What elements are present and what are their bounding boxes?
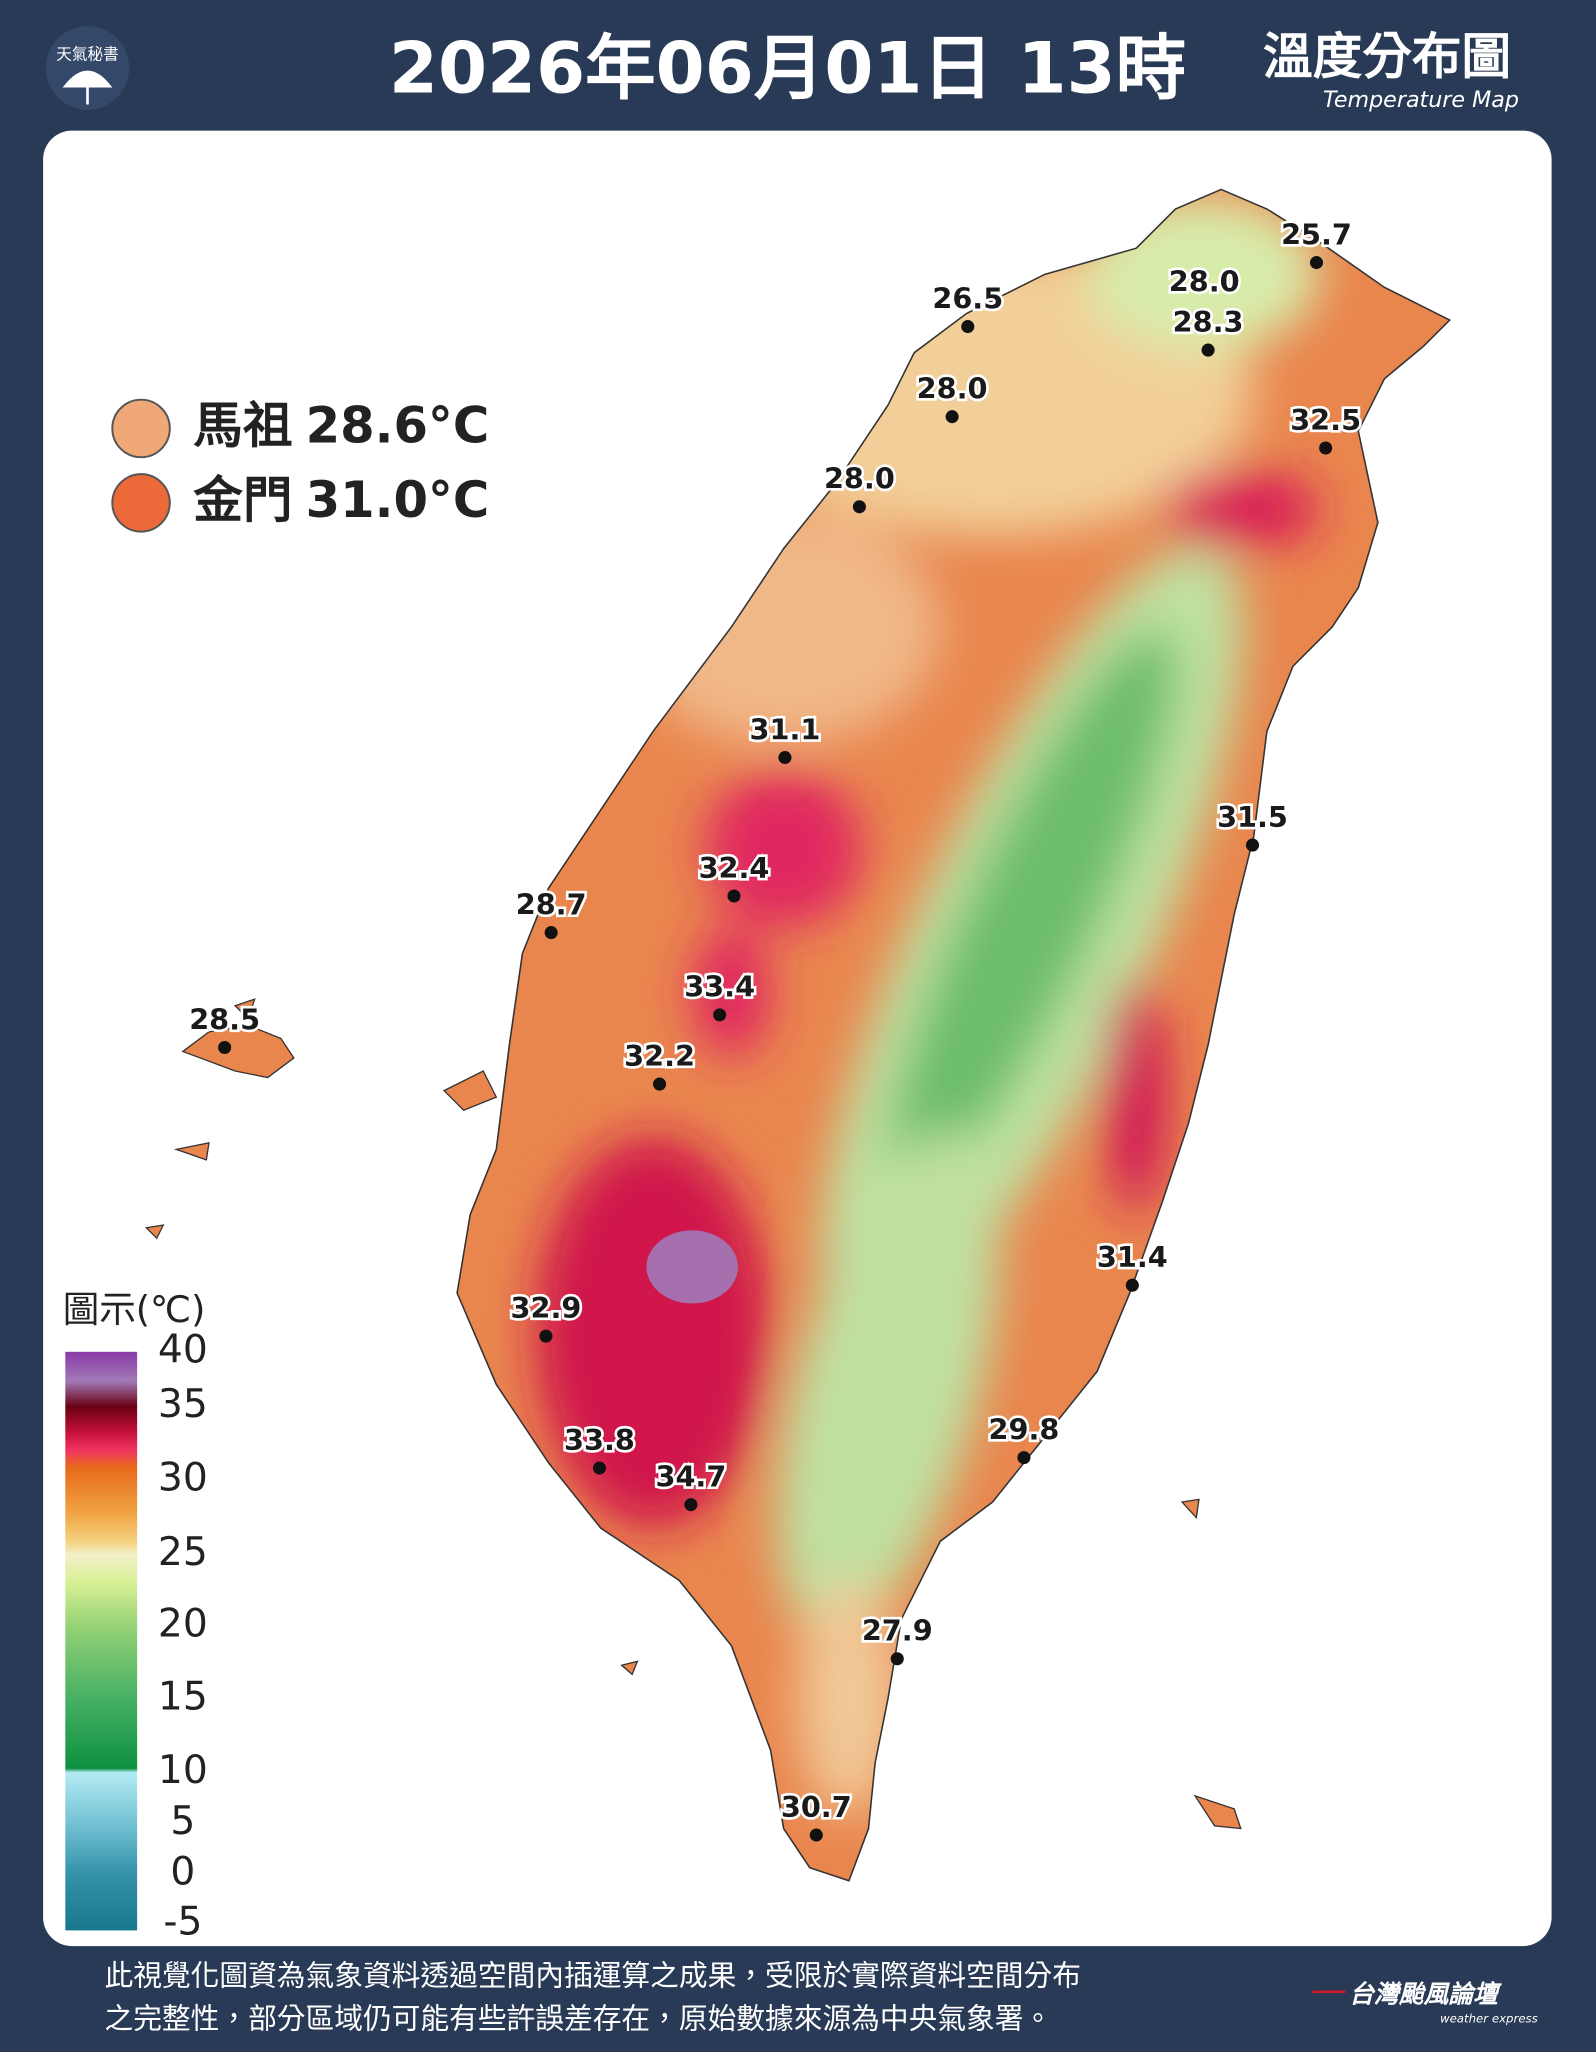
station-temp: 28.0 [1169,264,1240,298]
station-temp: 29.8 [989,1412,1060,1446]
island-name: 金門 [193,470,292,528]
station-dot [1309,256,1324,270]
island-label: 馬祖 28.6°C [193,396,489,454]
station-dot [539,1329,553,1343]
title: 2026年06月01日 13時 [389,28,1186,110]
brand: 台灣颱風論壇 [1349,1980,1502,2009]
station-temp: 28.5 [189,1002,260,1036]
station-dot [1125,1278,1139,1292]
station-dot [727,889,741,903]
station-temp: 32.4 [699,851,770,885]
station-temp: 30.7 [781,1790,852,1824]
legend-label: 15 [158,1675,208,1720]
island-value: 31.0°C [306,470,490,528]
logo [45,26,130,110]
station-dot [684,1498,698,1512]
station-temp: 28.0 [917,372,988,406]
station-temp: 33.8 [564,1423,635,1457]
footer-line: 之完整性，部分區域仍可能有些許誤差存在，原始數據來源為中央氣象署。 [104,2002,1052,2036]
station-temp: 33.4 [684,970,755,1004]
station-dot [809,1828,823,1842]
station-temp: 26.5 [932,281,1003,315]
station-dot [592,1461,607,1475]
map-title: 溫度分布圖 [1263,28,1511,86]
island-value: 28.6°C [306,396,490,454]
station-dot [945,410,959,424]
legend-label: 0 [170,1850,195,1895]
legend-bar [65,1351,138,1931]
station-dot [544,926,558,940]
island-label: 金門 31.0°C [193,470,489,528]
station-temp: 32.5 [1290,403,1361,437]
stations: 25.7 28.0 28.3 26.5 28.0 32.5 28.0 31.1 31.5 32.4… [187,215,1364,1842]
station-dot [778,751,792,765]
station-temp: 32.9 [511,1291,582,1325]
legend-labels: 40 35 30 25 20 15 10 5 0-5 [158,1327,208,1944]
station-temp: 31.4 [1097,1240,1168,1274]
map-subtitle: Temperature Map [1323,87,1519,113]
station-dot [1245,838,1260,852]
station-temp: 31.1 [750,712,821,746]
station-dot [852,500,866,514]
station-temp: 25.7 [1281,217,1352,251]
logo-text: 天氣秘書 [56,44,119,63]
station-dot [1201,343,1215,357]
brand-sub: weather express [1440,2012,1538,2026]
station-dot [713,1008,727,1022]
station-temp: 28.3 [1173,305,1244,339]
station-dot [890,1652,904,1666]
legend-label: 20 [158,1602,208,1647]
station-temp: 32.2 [624,1039,695,1073]
station-temp: 28.7 [516,887,587,921]
outlying-islands: 馬祖 28.6°C金門 31.0°C [111,396,489,533]
legend-label: 5 [170,1799,195,1844]
island-marker [111,473,171,533]
legend-label: -5 [163,1899,202,1944]
station-temp: 27.9 [862,1614,933,1648]
station-dot [1017,1451,1031,1465]
footer-line: 此視覺化圖資為氣象資料透過空間內插運算之成果，受限於實際資料空間分布 [104,1958,1080,1992]
station-temp: 31.5 [1217,800,1288,834]
legend-label: 35 [158,1382,208,1427]
station-dot [653,1077,667,1091]
station-dot [1319,441,1333,455]
legend-label: 10 [158,1748,208,1793]
island-name: 馬祖 [193,396,292,454]
legend-label: 40 [158,1327,208,1372]
logo-umbrella [62,70,113,105]
legend-title: 圖示(℃) [63,1288,206,1331]
station-temp: 28.0 [824,462,895,496]
station-dot [961,320,975,334]
station-dot [218,1040,232,1055]
station-temp: 34.7 [655,1460,726,1494]
legend-label: 30 [158,1455,208,1500]
legend-label: 25 [158,1530,208,1575]
island-marker [111,398,171,459]
